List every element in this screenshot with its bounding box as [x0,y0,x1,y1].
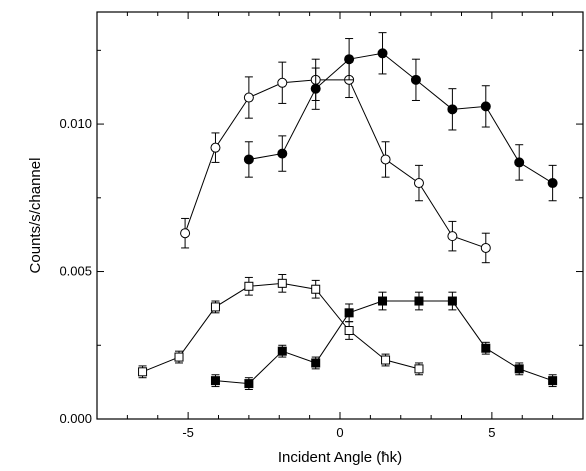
data-point [277,148,288,159]
data-point [243,154,254,165]
data-point [311,284,321,294]
data-point [344,308,354,318]
plot-frame [96,11,584,420]
data-point [210,376,220,386]
data-point [410,74,421,85]
data-point [244,281,254,291]
series-line [248,52,553,184]
data-point [310,83,321,94]
data-point [377,48,388,59]
data-point [414,296,424,306]
x-axis-label: Incident Angle (ħk) [278,449,402,466]
data-point [378,296,388,306]
data-point [480,242,491,253]
data-point [277,278,287,288]
data-point [344,54,355,65]
data-point [514,157,525,168]
data-point [413,178,424,189]
series-open-square [138,273,424,379]
y-tick-label: 0.010 [59,116,92,131]
data-point [277,77,288,88]
x-tick-label: 5 [488,425,495,440]
data-point [244,379,254,389]
x-tick-label: 0 [336,425,343,440]
data-point [381,355,391,365]
data-point [210,142,221,153]
data-point [480,101,491,112]
data-point [447,104,458,115]
data-point [547,178,558,189]
data-point [277,346,287,356]
series-line [215,300,553,385]
series-filled-square [210,291,558,391]
data-point [481,343,491,353]
data-point [311,358,321,368]
axes [96,11,584,420]
data-point [344,326,354,336]
data-point [180,228,191,239]
series-open-circle [180,58,491,264]
data-point [174,352,184,362]
data-point [514,364,524,374]
y-axis-label: Counts/s/channel [27,158,44,274]
data-point [447,296,457,306]
data-point [210,302,220,312]
data-point [414,364,424,374]
series-filled-circle [243,32,558,202]
series-line [184,79,486,249]
x-tick-label: -5 [182,425,194,440]
series-line [142,282,420,373]
data-point [138,367,148,377]
data-point [243,92,254,103]
y-tick-label: 0.000 [59,411,92,426]
series-layer [138,32,558,391]
data-point [380,154,391,165]
data-point [548,376,558,386]
y-tick-label: 0.005 [59,264,92,279]
data-point [447,231,458,242]
ticks: -5 0 5 0.000 0.005 0.010 [59,12,584,440]
